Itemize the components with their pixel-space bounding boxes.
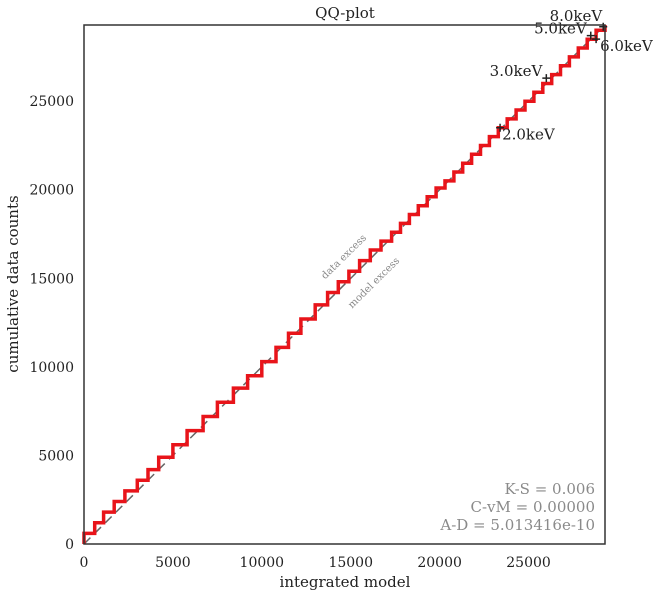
y-tick-label: 25000	[29, 94, 74, 110]
y-tick-label: 5000	[38, 448, 74, 464]
energy-marker-cross	[542, 74, 551, 83]
model-excess-label: model excess	[346, 256, 402, 311]
series-step-line	[82, 25, 607, 544]
x-tick-label: 25000	[506, 555, 551, 571]
x-tick-label: 20000	[417, 555, 462, 571]
energy-marker-label: 8.0keV	[550, 7, 604, 25]
energy-markers-group: 2.0keV 3.0keV 5.0keV 6.0keV 8.0keV	[490, 7, 654, 144]
x-tick-label: 15000	[328, 555, 373, 571]
energy-marker-cross	[496, 123, 505, 132]
y-tick-label: 10000	[29, 360, 74, 376]
stat-cvm: C-vM = 0.00000	[470, 498, 595, 516]
y-tick-label: 15000	[29, 271, 74, 287]
x-tick-label: 5000	[155, 555, 191, 571]
y-tick-label: 0	[65, 537, 74, 553]
data-excess-label: data excess	[319, 233, 369, 282]
energy-marker-label: 5.0keV	[534, 20, 588, 38]
energy-marker-cross	[599, 22, 608, 31]
x-tick-label: 0	[80, 555, 89, 571]
stat-ks: K-S = 0.006	[504, 480, 595, 498]
series-group	[82, 25, 607, 544]
y-tick-labels: 0 5000 10000 15000 20000 25000	[29, 94, 74, 553]
plot-frame	[83, 24, 606, 545]
statistics-box: K-S = 0.006 C-vM = 0.00000 A-D = 5.01341…	[439, 480, 595, 534]
stat-ad: A-D = 5.013416e-10	[439, 516, 595, 534]
chart-title: QQ-plot	[315, 4, 375, 22]
y-axis-label: cumulative data counts	[4, 195, 22, 372]
energy-marker-cross	[592, 35, 601, 44]
energy-marker-label: 3.0keV	[490, 62, 544, 80]
y-tick-label: 20000	[29, 183, 74, 199]
x-axis-label: integrated model	[280, 573, 411, 591]
energy-marker-cross	[586, 31, 595, 40]
x-tick-labels: 0 5000 10000 15000 20000 25000	[80, 555, 551, 571]
energy-marker-label: 6.0keV	[600, 37, 654, 55]
x-tick-label: 10000	[240, 555, 285, 571]
energy-marker-label: 2.0keV	[502, 126, 556, 144]
